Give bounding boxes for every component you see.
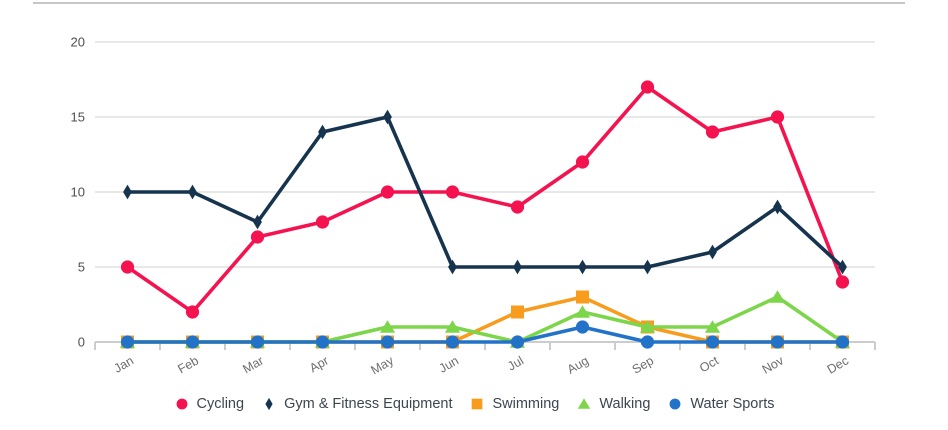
series-gym-fitness-equipment [123, 109, 847, 275]
series-walking [119, 290, 851, 348]
data-point-water-sports [770, 335, 785, 349]
data-point-cycling [185, 305, 200, 319]
x-axis-tick-label: Dec [825, 353, 851, 376]
x-axis-tick-label: Oct [697, 353, 721, 375]
x-axis-tick-label: Aug [565, 353, 591, 376]
data-point-water-sports [640, 335, 655, 349]
data-point-gym-fitness-equipment [578, 259, 587, 275]
data-point-walking [574, 305, 591, 318]
data-point-gym-fitness-equipment [123, 184, 132, 200]
data-point-gym-fitness-equipment [708, 244, 717, 260]
legend-item-walking[interactable]: Walking [576, 394, 650, 414]
triangle-legend-marker-icon [578, 398, 591, 409]
series-line-walking [125, 295, 845, 344]
data-point-swimming [511, 305, 524, 319]
x-axis-tick-label: Jun [437, 353, 461, 375]
series-swimming [121, 290, 849, 349]
y-axis-tick-label: 20 [71, 35, 85, 50]
data-point-gym-fitness-equipment [513, 259, 522, 275]
y-axis-tick-label: 0 [78, 335, 85, 350]
x-axis-tick-label: May [369, 353, 397, 377]
x-axis-tick-label: Jan [112, 353, 136, 375]
data-point-gym-fitness-equipment [448, 259, 457, 275]
data-point-cycling [705, 125, 720, 139]
series-cycling [120, 80, 850, 319]
x-axis-tick-label: Mar [240, 353, 266, 376]
data-point-water-sports [250, 335, 265, 349]
data-point-cycling [380, 185, 395, 199]
data-point-cycling [510, 200, 525, 214]
data-point-gym-fitness-equipment [318, 124, 327, 140]
data-point-water-sports [120, 335, 135, 349]
data-point-gym-fitness-equipment [383, 109, 392, 125]
legend-label: Swimming [492, 396, 560, 412]
diamond-legend-marker-icon [265, 397, 273, 411]
data-point-cycling [315, 215, 330, 229]
legend-marker-shape [472, 398, 483, 410]
data-point-cycling [445, 185, 460, 199]
data-point-gym-fitness-equipment [188, 184, 197, 200]
data-point-water-sports [705, 335, 720, 349]
data-point-walking [444, 320, 461, 333]
chart-legend: Cycling Gym & Fitness Equipment Swimming Wa… [0, 394, 948, 414]
square-legend-marker-icon [472, 398, 483, 410]
data-point-gym-fitness-equipment [838, 259, 847, 275]
circle-legend-marker-icon [669, 398, 681, 410]
data-point-walking [704, 320, 721, 333]
data-point-cycling [770, 110, 785, 124]
y-axis-tick-label: 15 [71, 110, 85, 125]
data-point-water-sports [380, 335, 395, 349]
legend-item-water-sports[interactable]: Water Sports [667, 394, 774, 414]
legend-marker-shape [578, 398, 591, 409]
data-point-gym-fitness-equipment [773, 199, 782, 215]
legend-item-gym-fitness-equipment[interactable]: Gym & Fitness Equipment [261, 394, 452, 414]
data-point-water-sports [835, 335, 850, 349]
line-chart: 0 5 10 15 20 Jan Feb Mar Apr May Jun Jul Aug Sep Oct No… [71, 35, 876, 377]
data-point-walking [769, 290, 786, 303]
data-point-water-sports [445, 335, 460, 349]
x-axis-tick-label: Sep [630, 353, 656, 376]
top-border [33, 2, 905, 4]
series-water-sports [120, 320, 850, 349]
legend-marker-shape [176, 398, 187, 410]
data-point-swimming [576, 290, 589, 304]
x-axis-tick-label: Jul [505, 353, 526, 373]
legend-label: Water Sports [690, 396, 775, 412]
circle-legend-marker-icon [176, 398, 187, 410]
legend-label: Walking [599, 396, 651, 412]
x-axis-tick-label: Apr [307, 353, 331, 375]
legend-marker-shape [265, 397, 273, 411]
y-axis-tick-label: 5 [78, 260, 85, 275]
data-point-water-sports [315, 335, 330, 349]
series-line-gym-fitness-equipment [125, 115, 845, 269]
legend-item-cycling[interactable]: Cycling [174, 394, 245, 414]
data-point-cycling [835, 275, 850, 289]
legend-label: Cycling [196, 396, 245, 412]
data-point-cycling [250, 230, 265, 244]
legend-label: Gym & Fitness Equipment [284, 396, 453, 412]
data-point-cycling [640, 80, 655, 94]
legend-item-swimming[interactable]: Swimming [469, 394, 559, 414]
data-point-cycling [575, 155, 590, 169]
series-line-cycling [125, 85, 845, 314]
data-point-gym-fitness-equipment [643, 259, 652, 275]
data-point-water-sports [185, 335, 200, 349]
data-point-water-sports [510, 335, 525, 349]
data-point-walking [639, 320, 656, 333]
legend-marker-shape [669, 398, 681, 410]
data-point-water-sports [575, 320, 590, 334]
x-axis-tick-label: Feb [175, 353, 201, 376]
series-line-water-sports [125, 325, 845, 344]
data-point-cycling [120, 260, 135, 274]
x-axis-tick-label: Nov [760, 353, 787, 377]
data-point-gym-fitness-equipment [253, 214, 262, 230]
data-point-walking [379, 320, 396, 333]
y-axis-tick-label: 10 [71, 185, 85, 200]
